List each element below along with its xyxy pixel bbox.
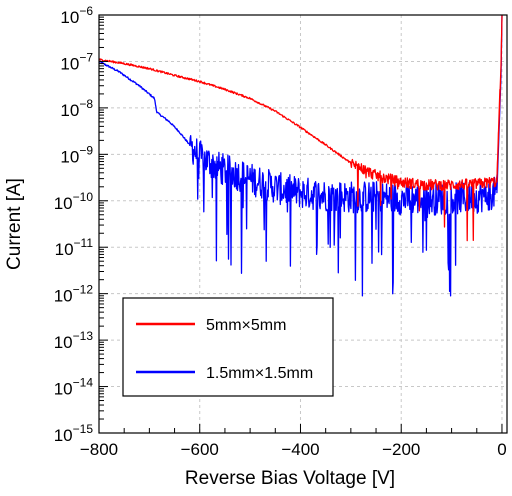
x-tick-label: −200 <box>382 440 420 459</box>
y-tick-label: 10−10 <box>54 190 94 213</box>
legend: 5mm×5mm 1.5mm×1.5mm <box>122 297 334 397</box>
legend-label-5mm: 5mm×5mm <box>206 317 286 334</box>
y-tick-label: 10−7 <box>60 50 93 73</box>
axis-ticks: −800 −600 −400 −200 0 10−15 10−14 10−13 10−12 10−… <box>54 4 507 459</box>
legend-box <box>122 297 334 397</box>
y-axis-label: Current [A] <box>4 178 25 270</box>
series-layer <box>98 14 503 297</box>
y-tick-label: 10−9 <box>60 143 93 166</box>
series-line-1 <box>98 14 503 297</box>
y-tick-label: 10−12 <box>54 283 94 306</box>
y-tick-label: 10−6 <box>60 4 93 27</box>
y-tick-label: 10−14 <box>54 376 94 399</box>
x-tick-label: −800 <box>80 440 118 459</box>
series-line-0 <box>98 14 503 242</box>
x-tick-label: −400 <box>281 440 319 459</box>
y-tick-label: 10−11 <box>55 236 94 259</box>
x-tick-label: −600 <box>181 440 219 459</box>
y-tick-label: 10−13 <box>54 329 94 352</box>
plot-frame <box>98 14 508 434</box>
y-tick-label: 10−15 <box>54 422 94 445</box>
y-tick-label: 10−8 <box>60 97 93 120</box>
x-axis-label: Reverse Bias Voltage [V] <box>185 468 395 489</box>
x-tick-label: 0 <box>497 440 506 459</box>
legend-label-1-5mm: 1.5mm×1.5mm <box>206 365 313 382</box>
